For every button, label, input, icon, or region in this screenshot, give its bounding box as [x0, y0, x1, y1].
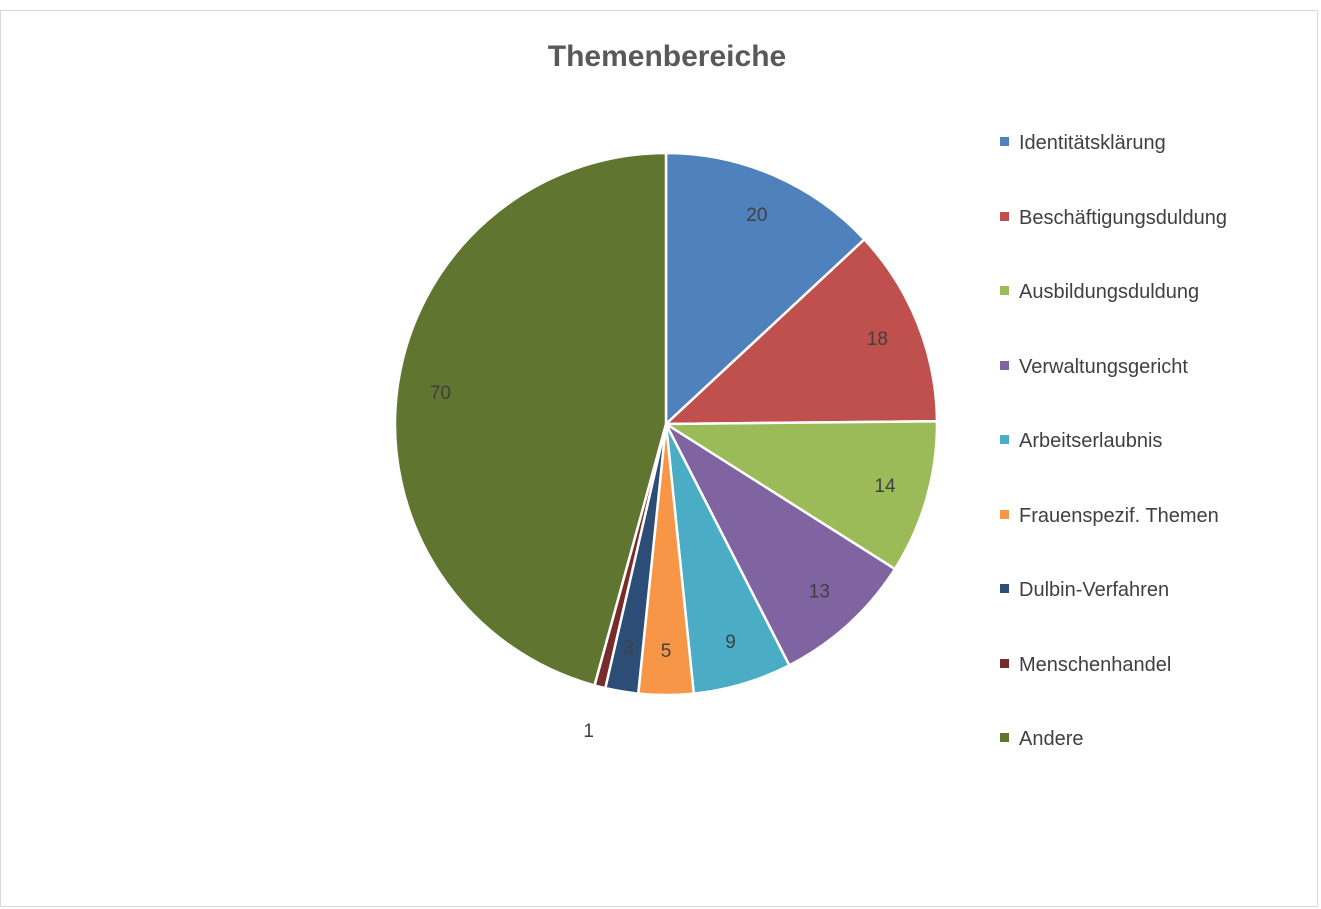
pie-slice-ausbildungsduldung: [664, 419, 939, 571]
legend-label: Verwaltungsgericht: [1019, 355, 1188, 378]
pie-slice-andere: [393, 151, 668, 687]
legend-label: Dulbin-Verfahren: [1019, 579, 1170, 601]
legend-swatch: [1000, 286, 1009, 296]
legend-item-andere: Andere: [1000, 721, 1227, 796]
data-label-ausbildungsduldung: 14: [874, 476, 896, 497]
data-label-arbeitserlaubnis: 9: [725, 632, 736, 653]
data-label-verwaltungsgericht: 13: [809, 582, 830, 603]
legend-swatch: [1000, 211, 1009, 221]
data-label-andere: 70: [430, 383, 451, 404]
data-label-frauenspezif-themen: 5: [661, 641, 672, 662]
data-label-dulbin-verfahren: 3: [623, 638, 634, 659]
pie-slice-verwaltungsgericht: [664, 422, 897, 667]
legend-label: Arbeitserlaubnis: [1019, 430, 1163, 452]
chart-legend: Identitätsklärung Beschäftigungsduldung Au…: [1000, 125, 1227, 796]
legend-swatch: [1000, 137, 1009, 147]
legend-item-dulbin-verfahren: Dulbin-Verfahren: [1000, 572, 1227, 647]
legend-label: Identitätsklärung: [1019, 132, 1166, 154]
legend-label: Frauenspezif. Themen: [1019, 504, 1219, 527]
legend-item-verwaltungsgericht: Verwaltungsgericht: [1000, 349, 1227, 424]
legend-swatch: [1000, 733, 1009, 743]
data-label-identitaetsklaerung: 20: [746, 205, 767, 226]
legend-label: Ausbildungsduldung: [1019, 281, 1200, 303]
legend-swatch: [1000, 360, 1009, 370]
legend-label: Menschenhandel: [1019, 653, 1172, 676]
pie-slice-identitaetsklaerung: [664, 151, 866, 426]
legend-label: Andere: [1019, 728, 1084, 750]
legend-swatch: [1000, 509, 1009, 519]
legend-item-frauenspezif-themen: Frauenspezif. Themen: [1000, 498, 1227, 573]
legend-swatch: [1000, 435, 1009, 445]
legend-swatch: [1000, 658, 1009, 668]
legend-item-arbeitserlaubnis: Arbeitserlaubnis: [1000, 423, 1227, 498]
pie-slice-beschaeftigungsduldung: [664, 238, 939, 426]
data-label-beschaeftigungsduldung: 18: [867, 329, 888, 350]
data-label-menschenhandel: 1: [583, 721, 594, 742]
legend-item-beschaeftigungsduldung: Beschäftigungsduldung: [1000, 200, 1227, 275]
chart-title: Themenbereiche: [547, 40, 787, 73]
legend-swatch: [1000, 584, 1009, 594]
legend-item-menschenhandel: Menschenhandel: [1000, 647, 1227, 722]
legend-item-identitaetsklaerung: Identitätsklärung: [1000, 125, 1227, 200]
legend-label: Beschäftigungsduldung: [1019, 206, 1227, 229]
legend-item-ausbildungsduldung: Ausbildungsduldung: [1000, 274, 1227, 349]
